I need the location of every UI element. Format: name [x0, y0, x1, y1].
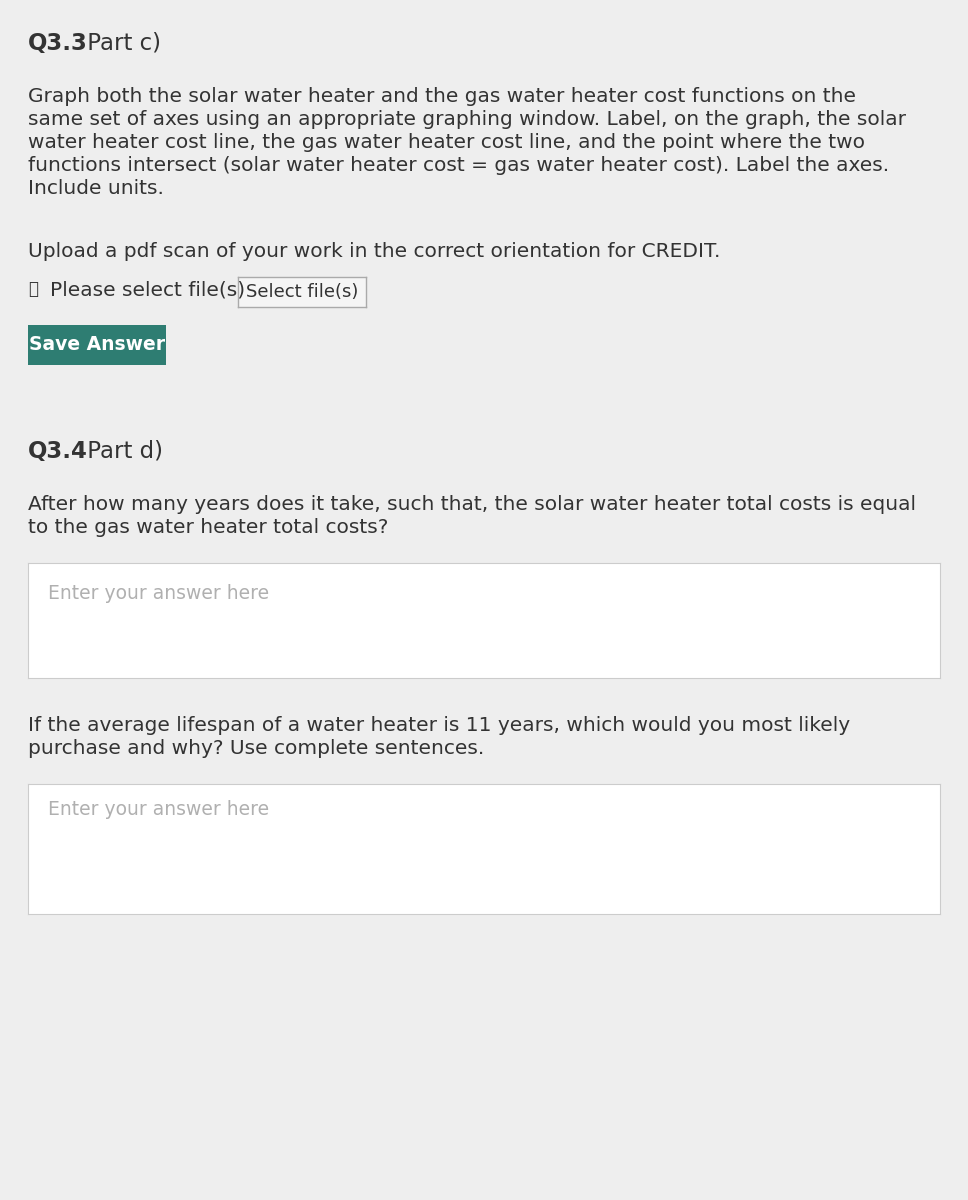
- Text: Enter your answer here: Enter your answer here: [48, 583, 269, 602]
- Text: Include units.: Include units.: [28, 179, 164, 198]
- Text: 🗎: 🗎: [28, 280, 38, 298]
- Text: functions intersect (solar water heater cost = gas water heater cost). Label the: functions intersect (solar water heater …: [28, 156, 890, 175]
- Text: Enter your answer here: Enter your answer here: [48, 799, 269, 818]
- Text: Select file(s): Select file(s): [246, 283, 358, 301]
- Text: same set of axes using an appropriate graphing window. Label, on the graph, the : same set of axes using an appropriate gr…: [28, 110, 906, 128]
- Text: Part d): Part d): [80, 440, 163, 463]
- Text: Please select file(s): Please select file(s): [50, 280, 245, 299]
- Text: After how many years does it take, such that, the solar water heater total costs: After how many years does it take, such …: [28, 494, 916, 514]
- Text: Q3.4: Q3.4: [28, 440, 88, 463]
- Text: If the average lifespan of a water heater is 11 years, which would you most like: If the average lifespan of a water heate…: [28, 716, 850, 734]
- Text: Graph both the solar water heater and the gas water heater cost functions on the: Graph both the solar water heater and th…: [28, 86, 856, 106]
- Text: purchase and why? Use complete sentences.: purchase and why? Use complete sentences…: [28, 739, 484, 758]
- Text: Upload a pdf scan of your work in the correct orientation for CREDIT.: Upload a pdf scan of your work in the co…: [28, 242, 720, 260]
- Text: Part c): Part c): [80, 32, 161, 55]
- Text: water heater cost line, the gas water heater cost line, and the point where the : water heater cost line, the gas water he…: [28, 133, 865, 152]
- Text: Q3.3: Q3.3: [28, 32, 88, 55]
- Text: Save Answer: Save Answer: [29, 336, 166, 354]
- Text: to the gas water heater total costs?: to the gas water heater total costs?: [28, 518, 388, 538]
